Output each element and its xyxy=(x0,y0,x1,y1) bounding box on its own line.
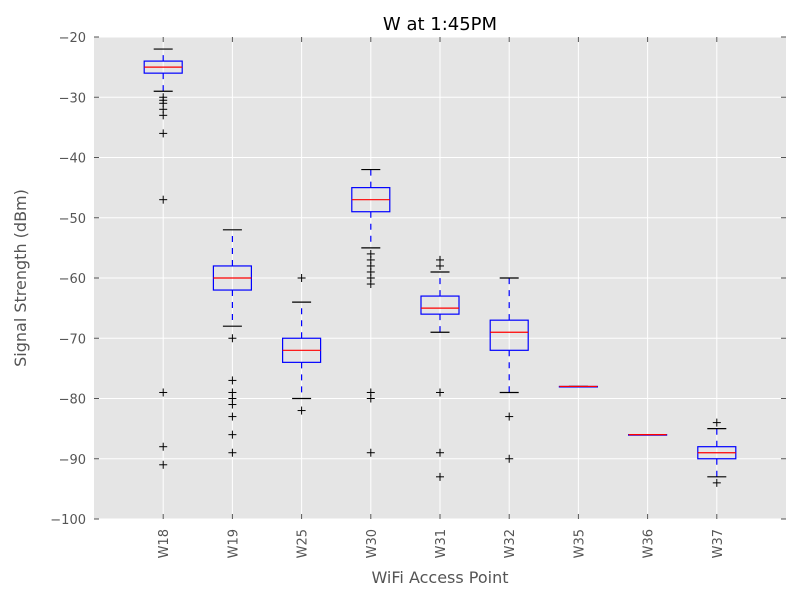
outlier-marker xyxy=(712,478,721,487)
outlier-marker xyxy=(228,412,237,421)
x-axis-label: WiFi Access Point xyxy=(371,568,508,587)
box-w35 xyxy=(558,385,599,388)
outlier-marker xyxy=(366,448,375,457)
box-w25 xyxy=(282,274,322,415)
x-tick-label: W37 xyxy=(711,529,726,558)
outlier-marker xyxy=(159,129,168,138)
outlier-marker xyxy=(228,430,237,439)
x-tick-label: W19 xyxy=(226,529,241,558)
box-w37 xyxy=(697,418,737,487)
y-tick-label: −80 xyxy=(59,393,86,408)
x-tick-label: W32 xyxy=(503,529,518,558)
y-tick-label: −90 xyxy=(59,453,86,468)
x-tick-label: W25 xyxy=(296,529,311,558)
y-tick-label: −30 xyxy=(59,91,86,106)
y-axis-label: Signal Strength (dBm) xyxy=(11,189,30,367)
x-tick-label: W35 xyxy=(572,529,587,558)
outlier-marker xyxy=(159,111,168,120)
y-tick-label: −20 xyxy=(59,31,86,46)
box-w36 xyxy=(627,434,668,436)
box-iqr xyxy=(489,319,529,351)
y-tick-label: −50 xyxy=(59,212,86,227)
box-iqr xyxy=(420,295,460,315)
box-w18 xyxy=(143,48,183,469)
outlier-marker xyxy=(297,274,306,282)
y-tick-label: −100 xyxy=(50,513,86,528)
outlier-marker xyxy=(159,195,168,204)
outlier-marker xyxy=(712,418,721,427)
outlier-marker xyxy=(228,376,237,385)
box-w30 xyxy=(351,168,391,457)
outlier-marker xyxy=(436,261,444,270)
boxes xyxy=(143,48,737,487)
y-tick-label: −60 xyxy=(59,272,86,287)
outlier-marker xyxy=(228,400,237,409)
outlier-marker xyxy=(228,334,237,343)
chart-title: W at 1:45PM xyxy=(383,14,497,35)
outlier-marker xyxy=(159,388,168,397)
outlier-marker xyxy=(436,388,444,397)
outlier-marker xyxy=(366,394,375,403)
y-axis: −20 −30 −40 −50 −60 −70 −80 −90 −100 xyxy=(50,31,786,528)
y-tick-label: −70 xyxy=(59,332,86,347)
x-tick-label: W36 xyxy=(642,529,657,558)
box-w31 xyxy=(420,255,460,481)
x-tick-label: W18 xyxy=(157,529,172,558)
outlier-marker xyxy=(228,448,237,457)
outlier-marker xyxy=(505,454,514,463)
outlier-marker xyxy=(366,280,375,289)
outlier-marker xyxy=(297,406,306,415)
outlier-marker xyxy=(505,412,514,421)
x-tick-label: W30 xyxy=(365,529,380,558)
box-w19 xyxy=(212,229,252,457)
y-tick-label: −40 xyxy=(59,152,86,167)
outlier-marker xyxy=(436,448,444,457)
outlier-marker xyxy=(436,472,444,481)
x-tick-label: W31 xyxy=(434,529,449,558)
box-w32 xyxy=(489,277,529,463)
outlier-marker xyxy=(159,442,168,451)
x-axis: W18 W19 W25 W30 W31 W32 W35 W36 W37 xyxy=(157,37,726,558)
outlier-marker xyxy=(159,460,168,469)
